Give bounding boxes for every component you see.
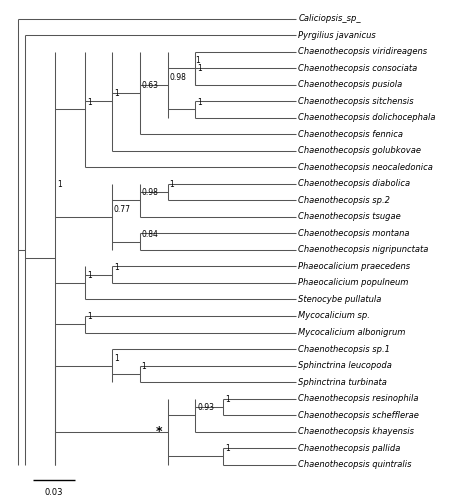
Text: Chaenothecopsis schefflerae: Chaenothecopsis schefflerae	[298, 410, 419, 420]
Text: Stenocybe pullatula: Stenocybe pullatula	[298, 295, 382, 304]
Text: Pyrgilius javanicus: Pyrgilius javanicus	[298, 30, 376, 40]
Text: Chaenothecopsis khayensis: Chaenothecopsis khayensis	[298, 427, 414, 436]
Text: Chaenothecopsis golubkovae: Chaenothecopsis golubkovae	[298, 146, 421, 156]
Text: Chaenothecopsis pusiola: Chaenothecopsis pusiola	[298, 80, 403, 89]
Text: *: *	[156, 425, 162, 438]
Text: 0.98: 0.98	[169, 73, 186, 82]
Text: Sphinctrina turbinata: Sphinctrina turbinata	[298, 378, 387, 386]
Text: 0.84: 0.84	[142, 230, 158, 238]
Text: Phaeocalicium praecedens: Phaeocalicium praecedens	[298, 262, 411, 271]
Text: 1: 1	[195, 56, 199, 65]
Text: 1: 1	[225, 395, 229, 404]
Text: Caliciopsis_sp_: Caliciopsis_sp_	[298, 14, 361, 23]
Text: Chaenothecopsis neocaledonica: Chaenothecopsis neocaledonica	[298, 163, 433, 172]
Text: 1: 1	[57, 180, 62, 189]
Text: 0.93: 0.93	[197, 403, 214, 412]
Text: Phaeocalicium populneum: Phaeocalicium populneum	[298, 278, 409, 287]
Text: Mycocalicium sp.: Mycocalicium sp.	[298, 312, 370, 320]
Text: Chaenothecopsis fennica: Chaenothecopsis fennica	[298, 130, 404, 139]
Text: Chaenothecopsis sitchensis: Chaenothecopsis sitchensis	[298, 96, 414, 106]
Text: Chaenothecopsis viridireagens: Chaenothecopsis viridireagens	[298, 47, 428, 56]
Text: Chaenothecopsis consociata: Chaenothecopsis consociata	[298, 64, 418, 72]
Text: 0.03: 0.03	[45, 488, 63, 498]
Text: Chaenothecopsis nigripunctata: Chaenothecopsis nigripunctata	[298, 246, 429, 254]
Text: Chaenothecopsis diabolica: Chaenothecopsis diabolica	[298, 180, 411, 188]
Text: Sphinctrina leucopoda: Sphinctrina leucopoda	[298, 361, 392, 370]
Text: Chaenothecopsis resinophila: Chaenothecopsis resinophila	[298, 394, 419, 403]
Text: Chaenothecopsis tsugae: Chaenothecopsis tsugae	[298, 212, 401, 222]
Text: 1: 1	[114, 262, 119, 272]
Text: 1: 1	[87, 98, 92, 106]
Text: Chaenothecopsis sp.1: Chaenothecopsis sp.1	[298, 344, 391, 354]
Text: 0.98: 0.98	[142, 188, 158, 198]
Text: 1: 1	[197, 64, 202, 74]
Text: 0.77: 0.77	[114, 205, 131, 214]
Text: 1: 1	[197, 98, 202, 106]
Text: 1: 1	[169, 180, 174, 189]
Text: Chaenothecopsis pallida: Chaenothecopsis pallida	[298, 444, 401, 452]
Text: 1: 1	[142, 362, 146, 371]
Text: 1: 1	[87, 312, 92, 322]
Text: 1: 1	[225, 444, 229, 454]
Text: 1: 1	[87, 271, 92, 280]
Text: Chaenothecopsis montana: Chaenothecopsis montana	[298, 229, 410, 238]
Text: Chaenothecopsis quintralis: Chaenothecopsis quintralis	[298, 460, 412, 469]
Text: 1: 1	[114, 354, 119, 362]
Text: 1: 1	[114, 90, 119, 98]
Text: 0.63: 0.63	[142, 81, 158, 90]
Text: Mycocalicium albonigrum: Mycocalicium albonigrum	[298, 328, 406, 337]
Text: Chaenothecopsis sp.2: Chaenothecopsis sp.2	[298, 196, 391, 205]
Text: Chaenothecopsis dolichocephala: Chaenothecopsis dolichocephala	[298, 114, 436, 122]
